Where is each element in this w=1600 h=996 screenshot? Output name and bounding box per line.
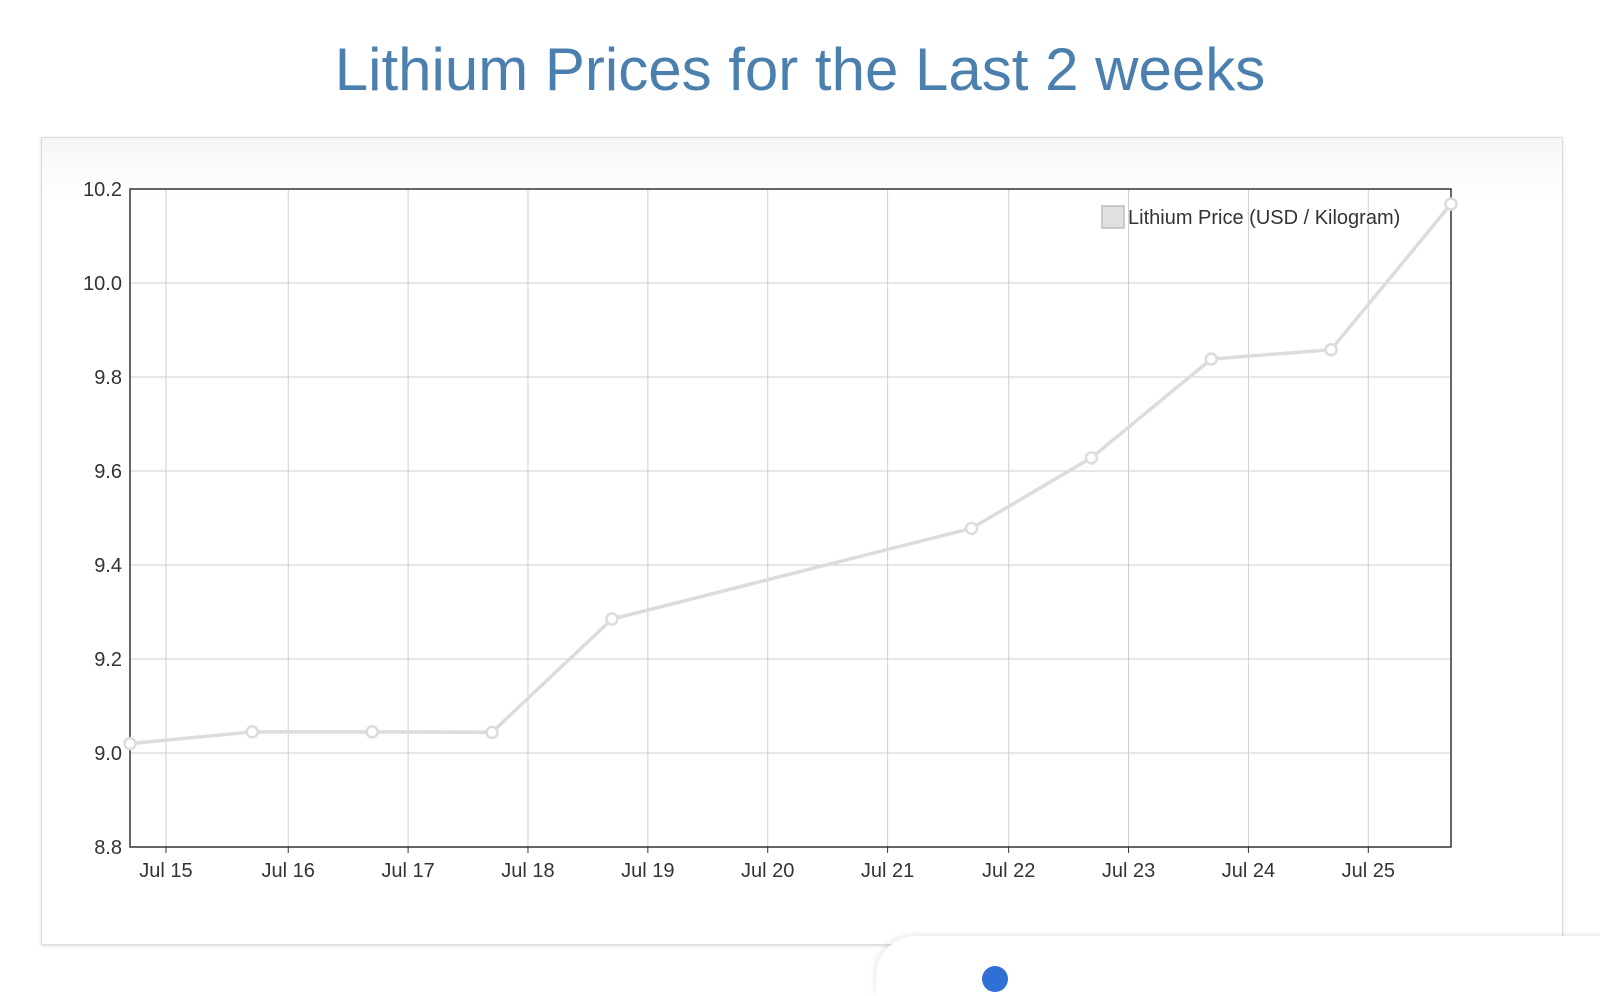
data-point[interactable] [245,725,260,739]
y-tick-label: 9.4 [94,555,122,577]
x-tick-label: Jul 19 [621,860,674,882]
series-line [129,202,1453,746]
line-chart: 10.2 10.0 9.8 9.6 9.4 9.2 9.0 8.8 Jul 15 Jul 16 Ju… [83,179,1458,882]
y-tick-label: 9.0 [94,743,122,765]
x-tick-label: Jul 22 [982,860,1035,882]
y-tick-label: 10.2 [83,179,122,201]
data-point[interactable] [485,725,499,740]
data-point[interactable] [365,725,379,739]
plot-frame [129,188,1452,848]
data-point[interactable] [1204,352,1219,366]
y-tick-label: 9.8 [94,367,122,389]
x-tick-label: Jul 16 [262,860,315,882]
y-tick-label: 9.6 [94,461,122,483]
x-tick-label: Jul 23 [1102,860,1155,882]
page-title: Lithium Prices for the Last 2 weeks [334,36,1266,103]
data-point[interactable] [1444,197,1458,211]
data-point[interactable] [1324,342,1338,357]
x-tick-label: Jul 15 [139,860,192,882]
grid-layer [130,189,1451,847]
y-tick-label: 9.2 [94,649,122,671]
y-tick-label: 8.8 [94,837,122,859]
series-layer [123,197,1458,751]
blue-dot-icon [982,966,1008,992]
x-tick-label: Jul 17 [381,860,434,882]
x-tick-label: Jul 20 [741,860,794,882]
legend[interactable]: Lithium Price (USD / Kilogram) [1101,205,1400,229]
x-tick-label: Jul 25 [1342,860,1395,882]
legend-swatch [1101,205,1125,229]
chart-panel: 10.2 10.0 9.8 9.6 9.4 9.2 9.0 8.8 Jul 15 Jul 16 Ju… [41,137,1563,945]
x-tick-label: Jul 21 [861,860,914,882]
axis-layer: 10.2 10.0 9.8 9.6 9.4 9.2 9.0 8.8 Jul 15 Jul 16 Ju… [83,179,1452,882]
overlay-card [876,936,1600,996]
legend-label: Lithium Price (USD / Kilogram) [1128,207,1400,229]
y-tick-label: 10.0 [83,273,122,295]
data-point[interactable] [1084,451,1099,465]
data-point[interactable] [123,736,137,751]
x-tick-label: Jul 24 [1222,860,1275,882]
x-tick-label: Jul 18 [501,860,554,882]
data-point[interactable] [964,521,979,536]
data-point[interactable] [605,612,619,626]
